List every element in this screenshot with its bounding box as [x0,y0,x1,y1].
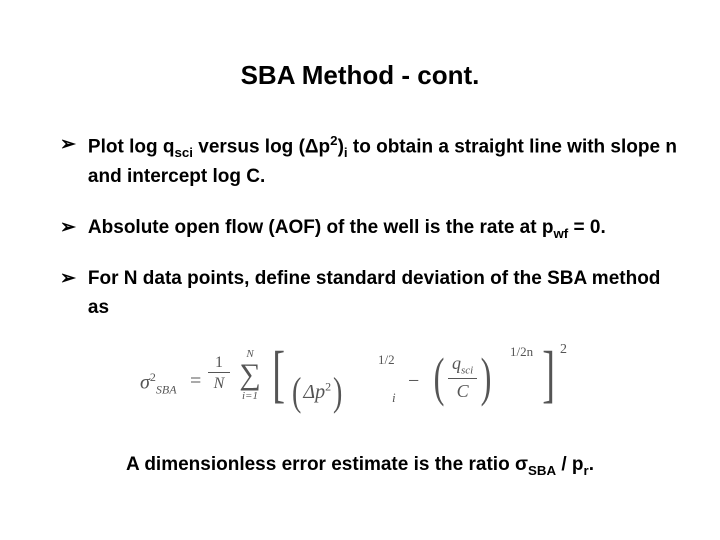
text-run: . [589,454,594,475]
bullet-marker-icon: ➢ [60,131,76,160]
exponent-2: 2 [560,342,567,358]
subscript: SBA [528,463,556,478]
numerator: 1 [208,354,230,373]
formula: σ2SBA = 1 N N ∑ i=1 [ (Δp2) 1/2 i − ( qs… [140,344,580,424]
text-run: Δp [303,381,325,403]
text-run: = 0. [568,217,606,238]
subscript: SBA [156,383,177,397]
right-bracket-icon: ] [542,342,555,406]
sum-lower: i=1 [235,390,265,402]
term-delta-p: (Δp2) [290,368,344,415]
text-run: A dimensionless error estimate is the ra… [126,454,528,475]
denominator: N [208,373,230,393]
sigma: σ [140,372,150,394]
left-bracket-icon: [ [272,342,285,406]
text-run: q [452,353,461,373]
subscript: wf [553,225,568,240]
subscript: sci [174,145,193,160]
bullet-item: ➢ For N data points, define standard dev… [60,265,680,322]
bullet-item: ➢ Absolute open flow (AOF) of the well i… [60,214,680,244]
bullet-marker-icon: ➢ [60,265,76,294]
text-run: versus log (Δp [193,136,330,157]
text-run: Plot log q [88,136,175,157]
fraction-1n: 1 N [208,354,230,393]
superscript: 2 [330,133,337,148]
summation: N ∑ i=1 [235,348,265,402]
denominator: C [448,379,477,402]
exponent-half: 1/2 [378,352,395,368]
bullet-text: Plot log qsci versus log (Δp2)i to obtai… [88,131,680,192]
footer-text: A dimensionless error estimate is the ra… [40,454,680,478]
slide-title: SBA Method - cont. [40,60,680,91]
fraction-qc: qsci C [448,353,477,403]
equals: = [190,370,201,393]
text-run: / p [556,454,583,475]
bullet-text: For N data points, define standard devia… [88,265,680,322]
text-run: For N data points, define standard devia… [88,268,661,318]
formula-block: σ2SBA = 1 N N ∑ i=1 [ (Δp2) 1/2 i − ( qs… [40,344,680,429]
minus: − [408,370,419,393]
text-run: to obtain a straight line with slope n a… [88,136,677,187]
lhs: σ2SBA [140,370,177,398]
sum-symbol-icon: ∑ [235,360,265,390]
bullet-marker-icon: ➢ [60,214,76,243]
subscript: sci [461,364,473,376]
superscript: 2 [325,379,331,393]
exponent-1-2n: 1/2n [510,344,533,360]
bullet-text: Absolute open flow (AOF) of the well is … [88,214,680,244]
subscript-i: i [392,390,396,406]
bullet-item: ➢ Plot log qsci versus log (Δp2)i to obt… [60,131,680,192]
text-run: Absolute open flow (AOF) of the well is … [88,217,554,238]
bullet-list: ➢ Plot log qsci versus log (Δp2)i to obt… [40,131,680,322]
term-qsci-c: ( qsci C ) [430,350,495,404]
